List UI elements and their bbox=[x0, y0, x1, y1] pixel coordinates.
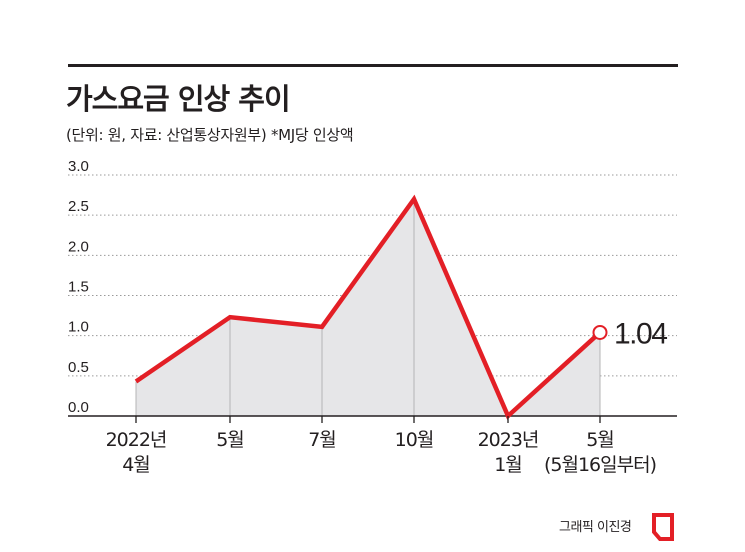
x-tick-label: 5월 bbox=[216, 429, 244, 451]
x-tick-label: 5월 (5월16일부터) bbox=[544, 429, 656, 476]
top-rule bbox=[68, 64, 678, 67]
y-tick-label: 0.5 bbox=[68, 359, 89, 376]
x-tick-label-line: 2023년 bbox=[478, 429, 539, 451]
x-tick-label-line: 10월 bbox=[395, 429, 434, 451]
x-tick-labels: 2022년 4월 5월 7월 10월 2023년 1월 5월 (5월16일부터) bbox=[106, 429, 657, 476]
y-tick-label: 1.0 bbox=[68, 319, 89, 336]
brand-logo-icon bbox=[652, 513, 674, 541]
chart-subtitle: (단위: 원, 자료: 산업통상자원부) *MJ당 인상액 bbox=[66, 126, 354, 144]
x-tick-label-line: 5월 bbox=[586, 429, 614, 451]
y-tick-label: 1.5 bbox=[68, 279, 89, 296]
y-tick-label: 3.0 bbox=[68, 158, 89, 175]
x-tick-label: 10월 bbox=[395, 429, 434, 451]
x-tick-label-line: (5월16일부터) bbox=[544, 454, 656, 476]
x-tick-label: 2023년 1월 bbox=[478, 429, 539, 476]
y-tick-labels: 0.0 0.5 1.0 1.5 2.0 2.5 3.0 bbox=[68, 158, 89, 416]
x-tick-label-line: 4월 bbox=[122, 454, 150, 476]
series-line bbox=[134, 194, 602, 420]
x-tick-marks bbox=[135, 416, 601, 423]
x-tick-label: 2022년 4월 bbox=[106, 429, 167, 476]
graphic-credit: 그래픽 이진경 bbox=[559, 520, 632, 535]
value-label: 1.04 bbox=[614, 317, 667, 350]
chart-title: 가스요금 인상 추이 bbox=[66, 82, 291, 116]
y-tick-label: 2.5 bbox=[68, 198, 89, 215]
drop-lines bbox=[135, 199, 601, 416]
x-tick-label-line: 2022년 bbox=[106, 429, 167, 451]
y-tick-label: 2.0 bbox=[68, 238, 89, 255]
end-marker: 1.04 bbox=[592, 317, 669, 350]
y-tick-label: 0.0 bbox=[68, 399, 89, 416]
end-point-marker bbox=[592, 324, 608, 340]
area-fill bbox=[136, 199, 600, 416]
x-tick-label-line: 7월 bbox=[308, 429, 336, 451]
x-tick-label-line: 5월 bbox=[216, 429, 244, 451]
x-tick-label: 7월 bbox=[308, 429, 336, 451]
x-tick-label-line: 1월 bbox=[494, 454, 522, 476]
